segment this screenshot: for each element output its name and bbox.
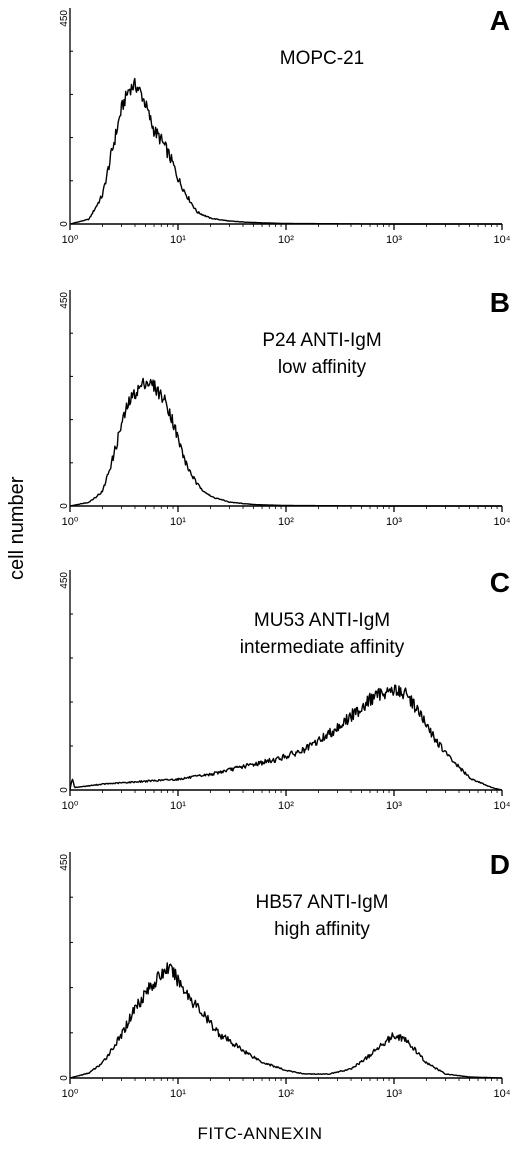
- y-tick-label-bottom: 0: [59, 1075, 70, 1081]
- x-tick-label: 10⁴: [494, 1088, 511, 1100]
- x-tick-label: 10⁰: [62, 800, 79, 812]
- x-tick-label: 10¹: [170, 1088, 186, 1100]
- panel-label-line: MOPC-21: [280, 48, 364, 69]
- x-tick-label: 10²: [278, 1088, 294, 1100]
- x-tick-label: 10³: [386, 234, 402, 246]
- x-tick-label: 10⁰: [62, 516, 79, 528]
- histogram-line-C: [69, 684, 503, 791]
- histogram-line-B: [69, 377, 502, 507]
- panel-label-line: intermediate affinity: [240, 637, 405, 658]
- x-tick-label: 10³: [386, 516, 402, 528]
- panel-letter: A: [490, 5, 510, 36]
- x-tick-label: 10¹: [170, 516, 186, 528]
- x-tick-label: 10¹: [170, 800, 186, 812]
- y-tick-label-top: 450: [59, 10, 70, 27]
- x-axis-label: FITC-ANNEXIN: [197, 1124, 323, 1143]
- panel-label-line: HB57 ANTI-IgM: [255, 892, 388, 913]
- x-tick-label: 10²: [278, 516, 294, 528]
- x-tick-label: 10¹: [170, 234, 186, 246]
- x-tick-label: 10²: [278, 800, 294, 812]
- x-tick-label: 10⁰: [62, 234, 79, 246]
- panel-letter: C: [490, 567, 510, 598]
- panel-label-line: MU53 ANTI-IgM: [254, 610, 390, 631]
- histogram-line-A: [69, 77, 502, 225]
- histogram-line-D: [69, 962, 502, 1079]
- panel-label-line: P24 ANTI-IgM: [262, 330, 381, 351]
- x-tick-label: 10⁴: [494, 234, 511, 246]
- y-tick-label-top: 450: [59, 854, 70, 871]
- x-tick-label: 10²: [278, 234, 294, 246]
- y-axis-label: cell number: [6, 476, 28, 580]
- x-tick-label: 10⁴: [494, 516, 511, 528]
- x-tick-label: 10⁰: [62, 1088, 79, 1100]
- panel-letter: D: [490, 849, 510, 880]
- y-tick-label-top: 450: [59, 572, 70, 589]
- y-tick-label-bottom: 0: [59, 787, 70, 793]
- x-tick-label: 10³: [386, 1088, 402, 1100]
- x-tick-label: 10⁴: [494, 800, 511, 812]
- y-tick-label-bottom: 0: [59, 221, 70, 227]
- panel-label-line: high affinity: [274, 919, 370, 940]
- panel-label-line: low affinity: [278, 357, 367, 378]
- x-tick-label: 10³: [386, 800, 402, 812]
- panel-letter: B: [490, 287, 510, 318]
- y-tick-label-top: 450: [59, 292, 70, 309]
- y-axis-label-container: cell number: [0, 476, 40, 680]
- y-tick-label-bottom: 0: [59, 503, 70, 509]
